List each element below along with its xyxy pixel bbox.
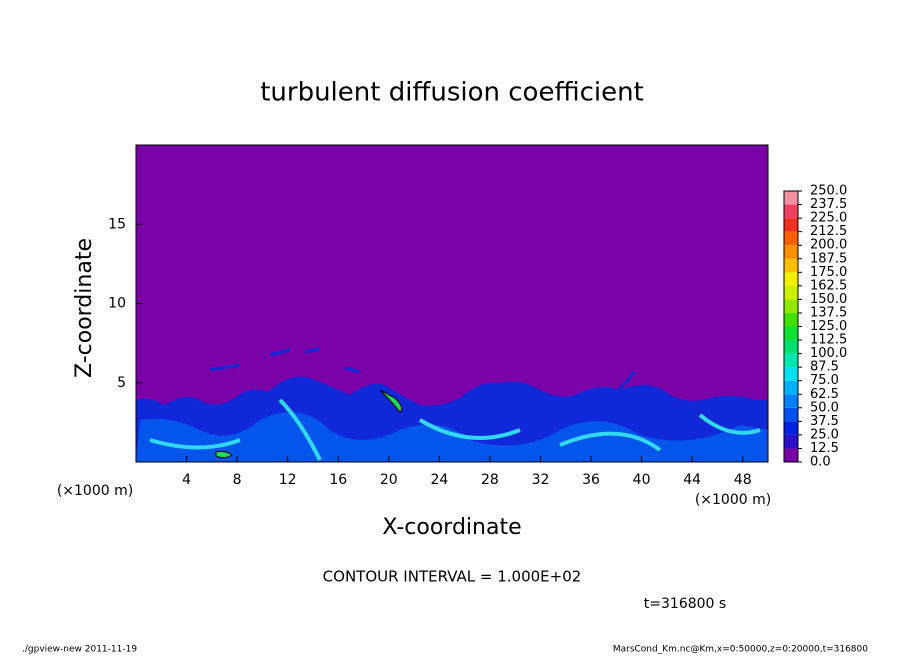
colorbar-label: 237.5 [810, 197, 847, 212]
y-axis-label: Z-coordinate [72, 238, 97, 378]
colorbar-band [784, 353, 798, 368]
patch [379, 389, 403, 413]
x-tick-label: 40 [633, 472, 651, 488]
x-tick-label: 24 [430, 472, 448, 488]
y-unit: (×1000 m) [57, 483, 133, 499]
x-tick-label: 20 [380, 472, 398, 488]
colorbar-band [784, 448, 798, 462]
y-tick-label: 15 [108, 216, 126, 232]
y-tick-label: 5 [117, 375, 126, 391]
colorbar-band [784, 258, 798, 273]
colorbar-label: 162.5 [810, 278, 847, 293]
colorbar-band [784, 218, 798, 232]
colorbar-label: 250.0 [810, 184, 847, 199]
time-note: t=316800 s [644, 596, 726, 612]
colorbar-label: 87.5 [810, 360, 839, 375]
patch [215, 450, 233, 459]
footer-left: ./gpview-new 2011-11-19 [22, 645, 137, 655]
chart-title: turbulent diffusion coefficient [260, 78, 644, 108]
x-axis-label: X-coordinate [382, 515, 521, 540]
colorbar-band [784, 231, 798, 246]
colorbar-band [784, 191, 798, 205]
filaments [209, 347, 637, 407]
x-tick-label: 4 [182, 472, 191, 488]
colorbar-label: 12.5 [810, 441, 839, 456]
colorbar-label: 50.0 [810, 400, 839, 415]
footer-right: MarsCond_Km.nc@Km,x=0:50000,z=0:20000,t=… [613, 645, 868, 655]
colorbar-band [784, 326, 798, 341]
colorbar-label: 62.5 [810, 387, 839, 402]
colorbar-band [784, 367, 798, 381]
colorbar-label: 150.0 [810, 292, 847, 307]
colorbar-label: 25.0 [810, 427, 839, 442]
colorbar-label: 112.5 [810, 333, 847, 348]
colorbar-band [784, 299, 798, 313]
turbulent-core [136, 412, 768, 462]
streaks [149, 398, 761, 461]
x-tick-label: 32 [532, 472, 550, 488]
x-unit: (×1000 m) [695, 492, 771, 508]
x-tick-label: 16 [329, 472, 347, 488]
y-tick-label: 10 [108, 296, 126, 312]
colorbar-label: 137.5 [810, 305, 847, 320]
colorbar-band [784, 245, 798, 259]
colorbar-label: 75.0 [810, 373, 839, 388]
colorbar-label: 0.0 [810, 455, 831, 470]
colorbar-label: 225.0 [810, 211, 847, 226]
colorbar-band [784, 285, 798, 300]
colorbar-band [784, 204, 798, 219]
colorbar-label: 125.0 [810, 319, 847, 334]
x-tick-label: 28 [481, 472, 499, 488]
colorbar-label: 212.5 [810, 224, 847, 239]
colorbar-band [784, 434, 798, 449]
colorbar-band [784, 272, 798, 286]
colorbar-label: 200.0 [810, 238, 847, 253]
colorbar-band [784, 340, 798, 354]
colorbar-band [784, 312, 798, 327]
colorbar-label: 100.0 [810, 346, 847, 361]
x-tick-label: 8 [233, 472, 242, 488]
colorbar-band [784, 394, 798, 408]
colorbar-label: 37.5 [810, 414, 839, 429]
colorbar-band [784, 380, 798, 395]
x-tick-label: 44 [683, 472, 701, 488]
colorbar-label: 175.0 [810, 265, 847, 280]
x-tick-label: 48 [734, 472, 752, 488]
field [136, 145, 768, 462]
colorbar-label: 187.5 [810, 251, 847, 266]
x-tick-label: 36 [582, 472, 600, 488]
contour-note: CONTOUR INTERVAL = 1.000E+02 [323, 568, 582, 586]
colorbar-band [784, 421, 798, 435]
x-tick-label: 12 [279, 472, 297, 488]
colorbar-band [784, 407, 798, 422]
